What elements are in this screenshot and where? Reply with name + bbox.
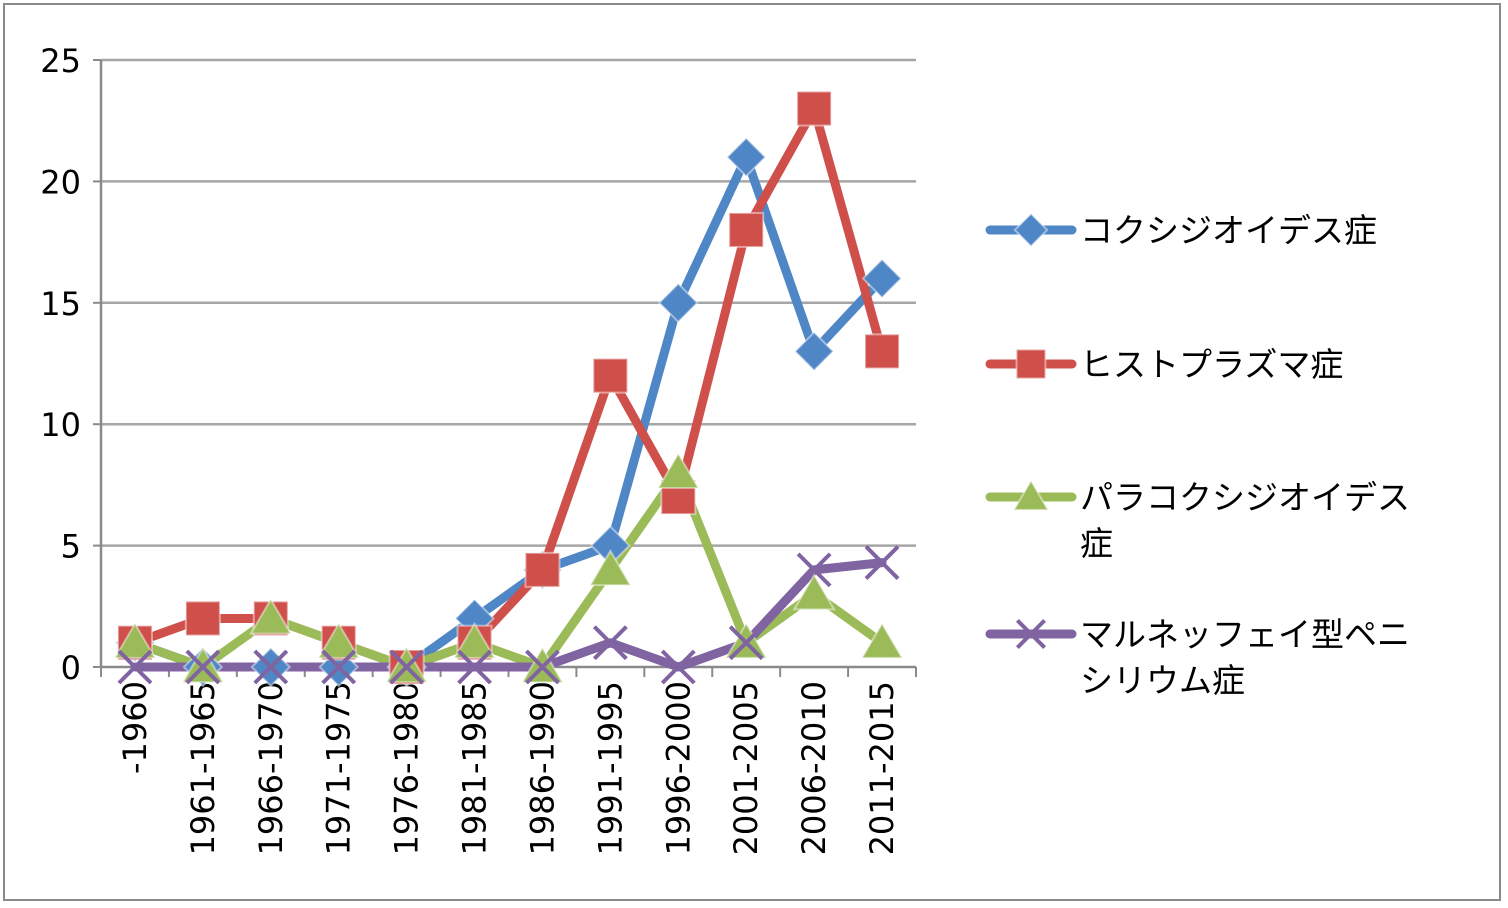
data-point <box>796 552 832 588</box>
series-line-3 <box>130 468 887 672</box>
axes: 0 5 10 15 20 25 -1960 1961-1965 1966-1970 1971-19… <box>40 42 917 855</box>
data-point <box>728 211 765 248</box>
y-tick-label: 0 <box>61 649 81 687</box>
data-point <box>389 649 425 685</box>
legend-item-1: コクシジオイデス症 <box>985 211 1377 250</box>
data-point <box>249 597 293 635</box>
series-line-2 <box>130 104 887 672</box>
data-point <box>860 621 904 659</box>
data-point <box>452 621 497 659</box>
data-point <box>117 649 153 685</box>
x-tick-label: 2006-2010 <box>795 681 833 855</box>
data-point <box>185 649 221 685</box>
x-tick-label: 1996-2000 <box>659 681 697 855</box>
x-tick-label: -1960 <box>116 681 154 774</box>
legend-label: コクシジオイデス症 <box>1080 211 1377 250</box>
data-point <box>113 621 157 659</box>
data-point <box>656 451 700 489</box>
data-point <box>725 136 767 178</box>
data-point <box>792 573 836 611</box>
y-tick-label: 10 <box>40 406 81 444</box>
x-tick-label: 1981-1985 <box>456 681 494 855</box>
legend-label: ヒストプラズマ症 <box>1080 345 1343 384</box>
legend-label: マルネッフェイ型ペニ <box>1080 615 1410 654</box>
data-point <box>321 649 357 685</box>
data-point <box>796 90 833 127</box>
data-point <box>864 545 900 581</box>
x-tick-label: 1961-1965 <box>184 681 222 855</box>
legend-marker <box>1015 348 1047 380</box>
gridlines <box>101 58 916 547</box>
y-tick-label: 15 <box>40 285 81 323</box>
legend-label: パラコクシジオイデス <box>1080 478 1410 517</box>
x-tick-label: 1971-1975 <box>320 681 358 855</box>
legend-marker <box>1012 478 1050 511</box>
series-lines <box>130 104 887 672</box>
x-tick-label: 2011-2015 <box>863 681 901 855</box>
legend: コクシジオイデス症ヒストプラズマ症パラコクシジオイデス症マルネッフェイ型ペニシリ… <box>985 211 1410 700</box>
data-point <box>861 258 903 299</box>
series-markers <box>113 90 904 688</box>
series-line-1 <box>130 152 887 672</box>
data-point <box>588 548 633 587</box>
data-point <box>592 357 629 394</box>
data-point <box>660 649 696 685</box>
x-tick-label: 1976-1980 <box>388 681 426 855</box>
data-point <box>457 649 492 685</box>
x-tick-label: 1991-1995 <box>591 681 629 855</box>
data-point <box>184 600 221 637</box>
legend-label: シリウム症 <box>1080 661 1245 700</box>
legend-marker <box>1013 212 1049 248</box>
y-tick-label: 20 <box>40 163 81 201</box>
x-tick-label: 1986-1990 <box>523 681 561 855</box>
data-point <box>657 282 699 324</box>
data-point <box>524 551 561 588</box>
legend-marker <box>1015 618 1047 650</box>
data-point <box>728 625 764 661</box>
x-tick-label: 2001-2005 <box>727 681 765 855</box>
legend-label: 症 <box>1080 524 1113 563</box>
x-tick-label: 1966-1970 <box>252 681 290 855</box>
data-point <box>864 333 901 370</box>
y-tick-label: 5 <box>61 528 81 566</box>
y-tick-label: 25 <box>40 42 81 80</box>
data-point <box>525 649 560 685</box>
data-point <box>592 625 628 661</box>
data-point <box>793 330 835 372</box>
data-point <box>317 621 361 659</box>
legend-item-2: ヒストプラズマ症 <box>985 345 1343 384</box>
data-point <box>253 649 289 685</box>
